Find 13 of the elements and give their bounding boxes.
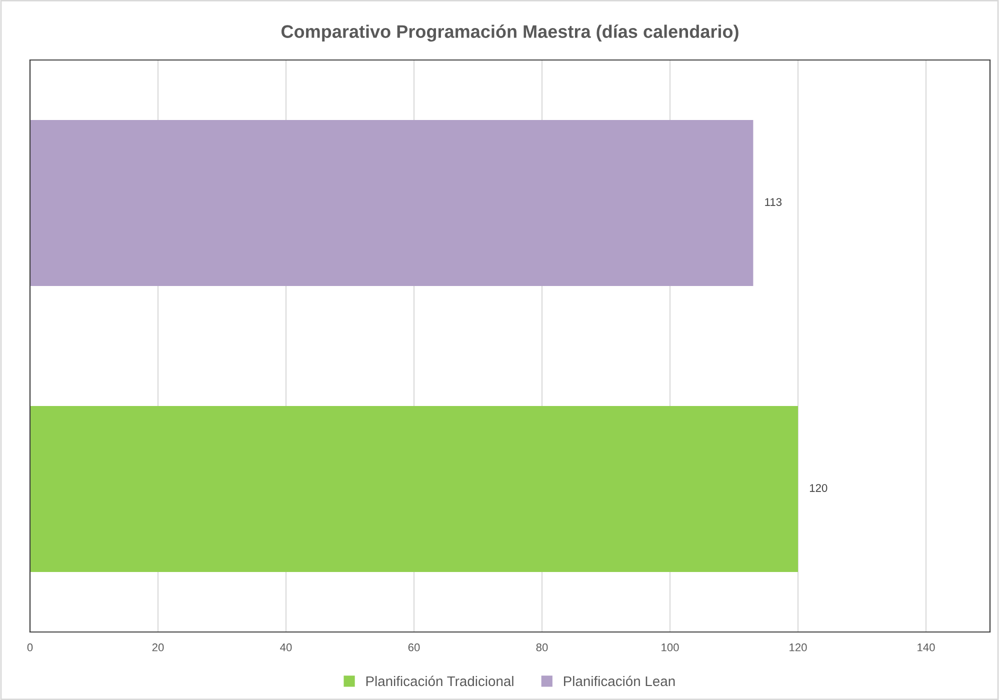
x-tick-label: 20 xyxy=(152,643,164,652)
legend-label: Planificación Tradicional xyxy=(366,676,514,686)
x-tick-label: 40 xyxy=(280,643,292,652)
legend-label: Planificación Lean xyxy=(564,676,675,686)
x-tick-label: 0 xyxy=(27,643,33,652)
x-tick-label: 100 xyxy=(662,643,679,652)
x-tick-label: 140 xyxy=(918,643,935,652)
chart-title: Comparativo Programación Maestra (días calendario) xyxy=(281,24,738,42)
x-tick-label: 60 xyxy=(408,643,420,652)
data-label: 120 xyxy=(810,484,828,492)
x-tick-label: 80 xyxy=(536,643,548,652)
data-label: 113 xyxy=(765,198,782,206)
x-tick-label: 120 xyxy=(790,643,807,652)
